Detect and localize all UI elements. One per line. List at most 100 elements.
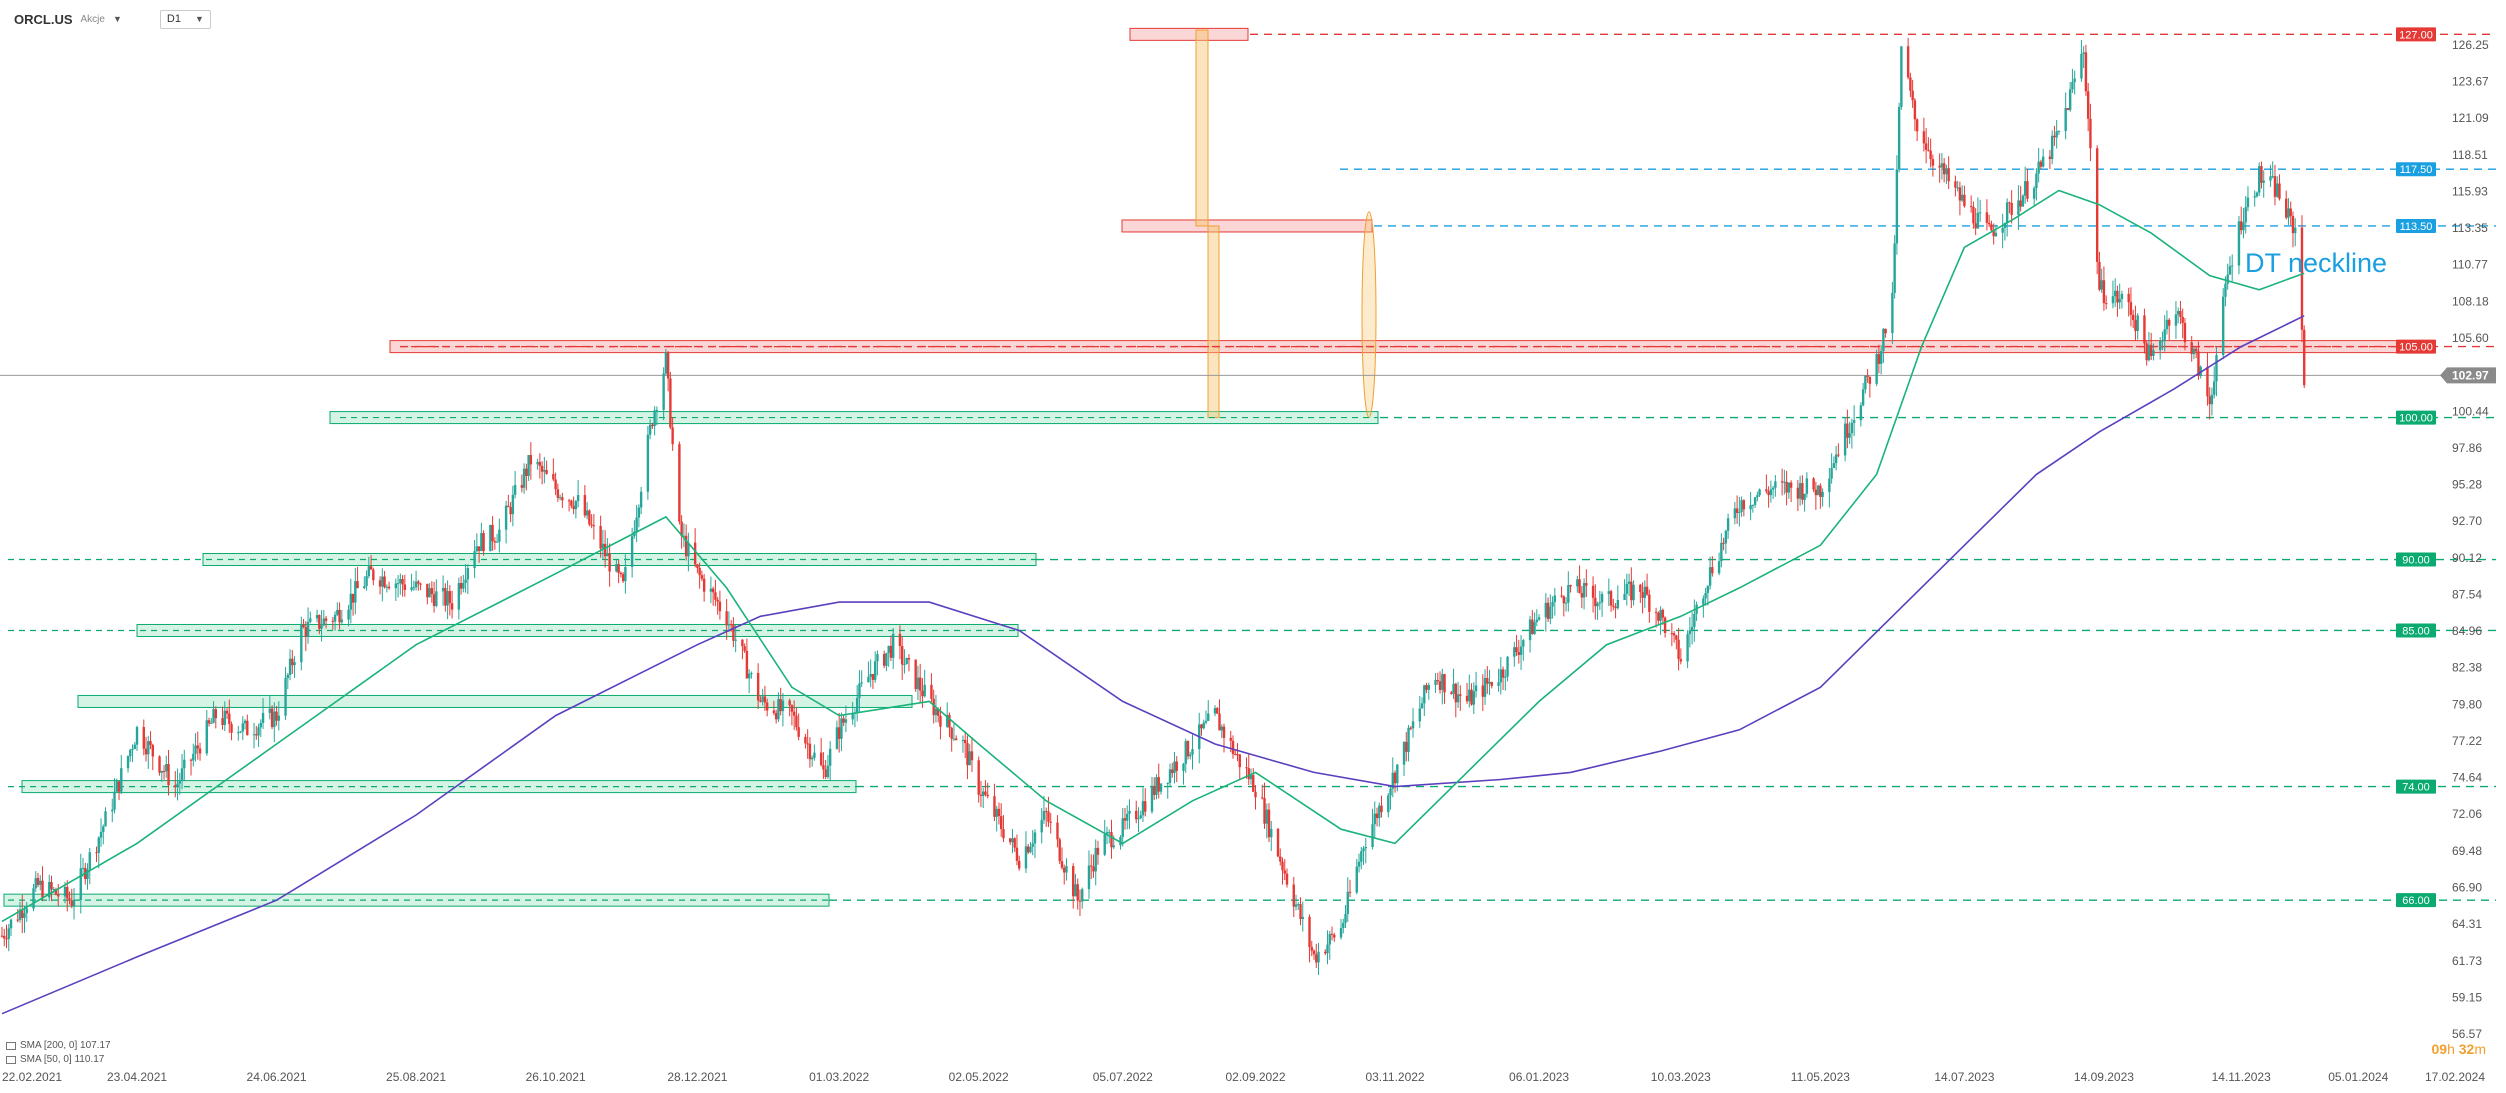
candle-body [2271, 176, 2274, 178]
candle-body [914, 659, 917, 690]
timeframe-select[interactable]: D1 ▼ [159, 9, 211, 29]
candle-body [813, 752, 816, 758]
candle-body [1231, 740, 1235, 755]
candle-body [1913, 100, 1917, 120]
candle-body [968, 751, 971, 766]
symbol-dropdown-icon[interactable]: ▼ [112, 14, 122, 24]
candle-body [1600, 593, 1604, 603]
candle-body [842, 718, 845, 723]
level-tag-label: 85.00 [2402, 625, 2430, 637]
candle-body [741, 639, 744, 647]
candle-body [1704, 592, 1707, 599]
legend-sma50-label: SMA [50, 0] 110.17 [20, 1054, 105, 1065]
candle-body [513, 485, 517, 495]
candle-body [662, 373, 665, 410]
candle-body [1360, 851, 1363, 862]
candle-body [446, 591, 449, 606]
candle-body [1544, 602, 1548, 618]
candle-body [2116, 290, 2119, 303]
candle-body [1958, 187, 1962, 201]
candle-body [174, 785, 177, 787]
countdown-hours-unit: h [2447, 1041, 2455, 1057]
candle-body [1657, 612, 1660, 621]
support-zone [136, 623, 1019, 637]
candle-body [2244, 207, 2247, 223]
candle-body [1735, 508, 1739, 513]
candle-body [1832, 463, 1836, 469]
candle-body [1121, 818, 1124, 837]
candle-body [1144, 801, 1147, 812]
candle-body [1483, 677, 1487, 697]
candle-body [2183, 322, 2187, 343]
candle-body [648, 424, 652, 435]
candle-body [1931, 159, 1935, 166]
candle-body [1074, 884, 1077, 897]
candle-body [646, 434, 650, 492]
y-tick-label: 90.12 [2452, 551, 2482, 565]
candle-body [1441, 674, 1444, 690]
candle-body [963, 739, 967, 744]
candle-body [1362, 848, 1365, 852]
candle-body [1267, 809, 1271, 838]
candle-body [2023, 181, 2027, 196]
candle-body [1654, 611, 1658, 613]
candle-body [210, 722, 213, 724]
candle-body [189, 759, 193, 761]
candle-body [1434, 680, 1437, 685]
candle-body [1922, 131, 1926, 144]
candle-body [1261, 797, 1264, 799]
candle-body [1468, 689, 1471, 702]
candle-body [729, 624, 733, 626]
candle-body [1497, 682, 1500, 686]
candle-body [1846, 423, 1849, 438]
candle-body [1333, 934, 1336, 938]
level-tag-74.00: 74.00 [2396, 779, 2436, 794]
candle-body [1238, 754, 1241, 768]
candle-body [1756, 495, 1759, 498]
candle-body [1924, 143, 1928, 150]
level-tag-label: 105.00 [2399, 342, 2433, 354]
candle-body [1355, 866, 1358, 893]
candle-body [1411, 721, 1415, 729]
candle-body [747, 673, 751, 679]
candle-body [1450, 692, 1453, 694]
candle-body [993, 796, 996, 817]
candle-body [525, 468, 528, 476]
candle-body [1990, 224, 1993, 231]
candle-body [2269, 176, 2272, 181]
candle-body [873, 661, 877, 680]
candle-body [2163, 329, 2166, 341]
candle-body [1405, 741, 1408, 752]
candle-body [428, 588, 431, 598]
candle-body [1994, 232, 1998, 237]
candle-body [1049, 821, 1052, 823]
candle-body [536, 461, 539, 465]
candle-body [1614, 606, 1617, 609]
candle-body [1551, 601, 1554, 607]
x-tick-label: 03.11.2022 [1365, 1070, 1424, 1084]
candle-body [448, 591, 452, 604]
candle-body [498, 529, 501, 542]
y-tick-label: 56.57 [2452, 1027, 2482, 1041]
symbol-label[interactable]: ORCL.US [14, 11, 73, 27]
candle-body [1528, 619, 1532, 641]
x-tick-label: 17.02.2024 [2425, 1070, 2485, 1084]
candle-body [2278, 183, 2281, 199]
candle-body [252, 734, 256, 736]
sma50-line [1, 189, 2305, 923]
candle-body [684, 535, 688, 557]
candle-body [2237, 221, 2241, 266]
candle-body [2222, 296, 2225, 356]
candle-body [1639, 584, 1642, 593]
candle-body [1229, 737, 1232, 741]
candle-body [520, 485, 524, 488]
candle-body [464, 579, 467, 584]
candle-body [1942, 163, 1946, 175]
candle-body [574, 501, 578, 510]
candle-body [588, 510, 591, 525]
candle-body [1234, 754, 1237, 756]
candle-body [1027, 846, 1030, 853]
candle-body [113, 791, 116, 810]
candle-body [1456, 694, 1460, 703]
